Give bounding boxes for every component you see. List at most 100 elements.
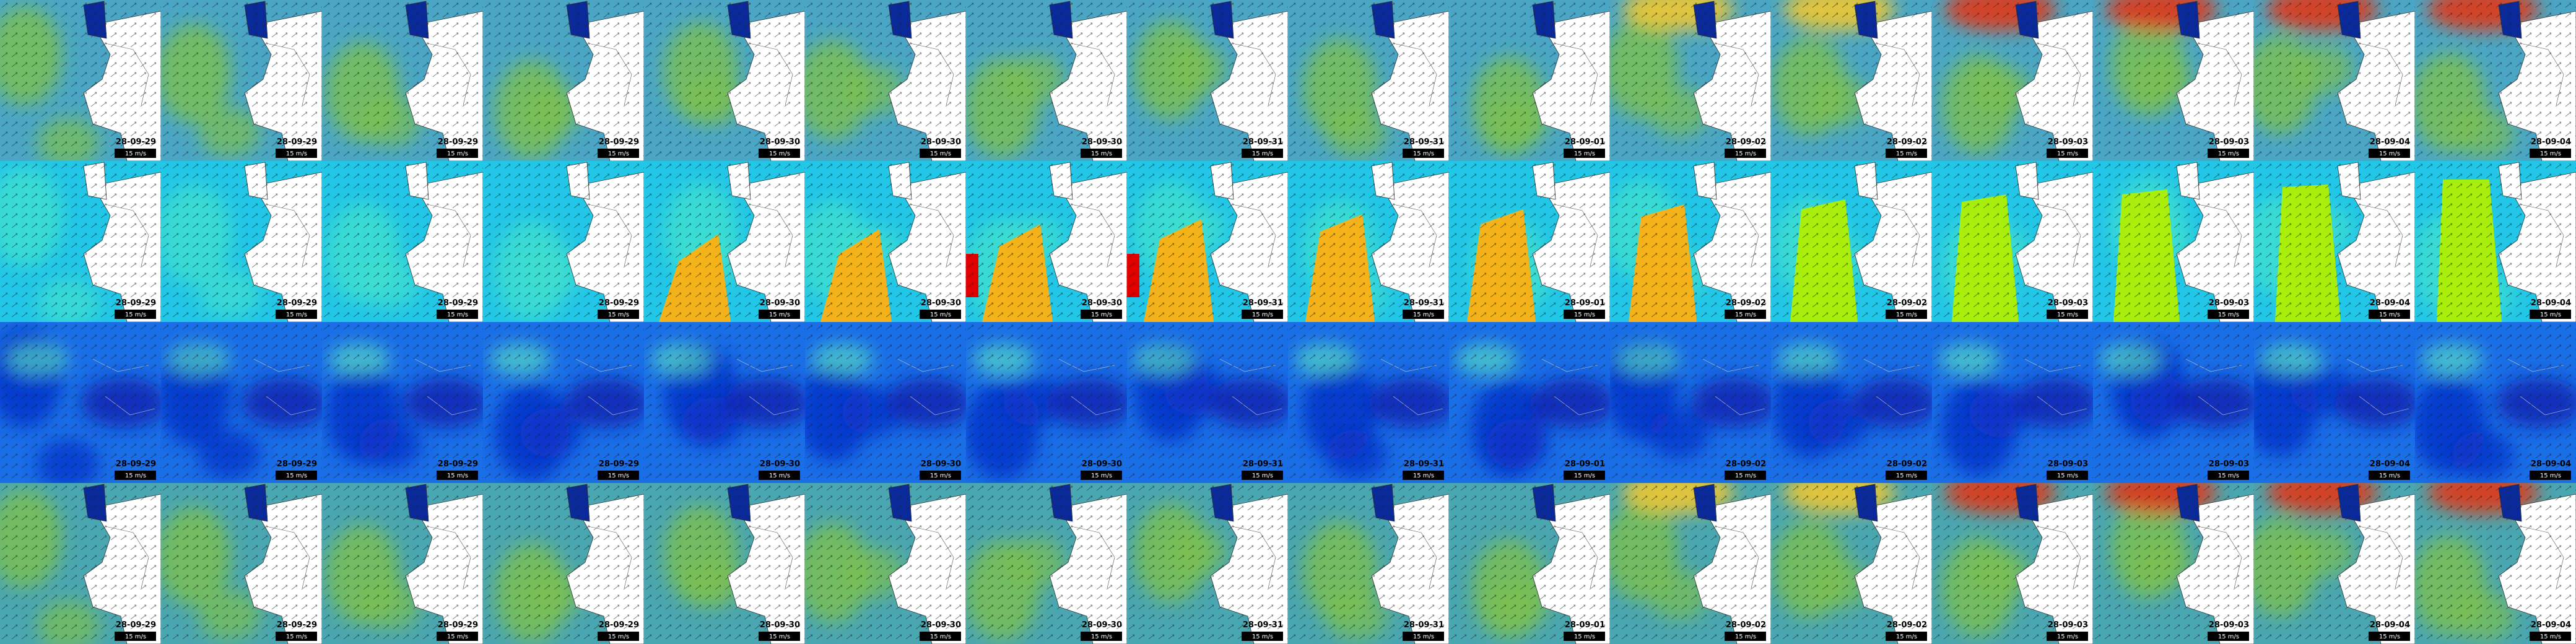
map-tile: 28-09-30 15 m/s xyxy=(644,322,805,483)
tile-content: 28-09-01 15 m/s xyxy=(1449,161,1610,322)
map-tile: 28-09-30 15 m/s xyxy=(966,483,1127,644)
wind-arrows xyxy=(1288,322,1449,483)
wind-arrows xyxy=(2415,483,2576,644)
map-tile: 28-09-29 15 m/s xyxy=(0,322,161,483)
scale-box xyxy=(598,149,639,158)
scale-box xyxy=(115,310,156,319)
map-tile: 28-09-04 15 m/s xyxy=(2415,0,2576,161)
wind-arrows xyxy=(483,161,644,322)
date-label: 28-09-29 xyxy=(599,620,639,630)
wind-arrows xyxy=(0,483,161,644)
map-tile: 28-09-02 15 m/s xyxy=(1610,322,1771,483)
map-tile: 28-09-01 15 m/s xyxy=(1449,161,1610,322)
tile-content: 28-09-29 15 m/s xyxy=(483,0,644,161)
date-label: 28-09-04 xyxy=(2370,459,2410,469)
tile-content: 28-09-30 15 m/s xyxy=(805,0,966,161)
scale-label: 15 m/s xyxy=(930,633,951,640)
wind-arrows xyxy=(1771,0,1932,161)
scale-box xyxy=(2208,632,2249,641)
tile-content: 28-09-30 15 m/s xyxy=(644,161,805,322)
wind-arrows xyxy=(161,161,322,322)
date-label: 28-09-01 xyxy=(1565,620,1605,630)
date-label: 28-09-04 xyxy=(2531,298,2571,308)
date-label: 28-09-30 xyxy=(1082,459,1122,469)
tile-content: 28-09-02 15 m/s xyxy=(1771,322,1932,483)
wind-arrows xyxy=(1932,0,2093,161)
map-tile: 28-09-29 15 m/s xyxy=(0,0,161,161)
scale-box xyxy=(437,149,478,158)
date-label: 28-09-02 xyxy=(1726,137,1766,147)
wind-arrows xyxy=(2254,161,2415,322)
scale-label: 15 m/s xyxy=(447,311,468,318)
wind-arrows xyxy=(0,322,161,483)
scale-box xyxy=(2047,632,2088,641)
map-tile: 28-09-29 15 m/s xyxy=(322,161,483,322)
tile-content: 28-09-01 15 m/s xyxy=(1449,483,1610,644)
wind-arrows xyxy=(2093,322,2254,483)
scale-label: 15 m/s xyxy=(608,150,629,157)
date-label: 28-09-30 xyxy=(1082,298,1122,308)
scale-label: 15 m/s xyxy=(2379,633,2400,640)
wind-arrows xyxy=(322,483,483,644)
wind-arrows xyxy=(966,483,1127,644)
scale-label: 15 m/s xyxy=(1735,311,1756,318)
scale-label: 15 m/s xyxy=(769,150,790,157)
date-label: 28-09-02 xyxy=(1726,298,1766,308)
wind-arrows xyxy=(966,161,1127,322)
scale-box xyxy=(2369,471,2410,480)
wind-arrows xyxy=(1288,483,1449,644)
scale-label: 15 m/s xyxy=(1413,472,1434,479)
scale-label: 15 m/s xyxy=(2379,150,2400,157)
wind-arrows xyxy=(644,483,805,644)
scale-label: 15 m/s xyxy=(1252,150,1273,157)
tile-content: 28-09-31 15 m/s xyxy=(1127,0,1288,161)
date-label: 28-09-30 xyxy=(1082,137,1122,147)
scale-label: 15 m/s xyxy=(286,633,307,640)
scale-box xyxy=(920,471,961,480)
tile-content: 28-09-02 15 m/s xyxy=(1610,161,1771,322)
scale-label: 15 m/s xyxy=(2540,472,2561,479)
scale-label: 15 m/s xyxy=(2057,633,2078,640)
scale-box xyxy=(1564,632,1605,641)
wind-arrows xyxy=(1127,161,1288,322)
map-tile: 28-09-29 15 m/s xyxy=(322,483,483,644)
scale-box xyxy=(598,310,639,319)
map-tile: 28-09-01 15 m/s xyxy=(1449,0,1610,161)
scale-label: 15 m/s xyxy=(1574,150,1595,157)
date-label: 28-09-29 xyxy=(277,298,317,308)
wind-arrows xyxy=(1610,161,1771,322)
scale-label: 15 m/s xyxy=(1091,150,1112,157)
scale-box xyxy=(1403,310,1444,319)
date-label: 28-09-04 xyxy=(2531,137,2571,147)
scale-box xyxy=(2208,310,2249,319)
wind-arrows xyxy=(966,322,1127,483)
date-label: 28-09-31 xyxy=(1243,459,1283,469)
scale-label: 15 m/s xyxy=(447,633,468,640)
date-label: 28-09-31 xyxy=(1404,137,1444,147)
tile-content: 28-09-04 15 m/s xyxy=(2254,0,2415,161)
wind-arrows xyxy=(1771,483,1932,644)
date-label: 28-09-29 xyxy=(116,620,156,630)
scale-label: 15 m/s xyxy=(1735,633,1756,640)
map-tile: 28-09-02 15 m/s xyxy=(1771,322,1932,483)
tile-content: 28-09-03 15 m/s xyxy=(1932,483,2093,644)
map-tile: 28-09-04 15 m/s xyxy=(2254,0,2415,161)
scale-label: 15 m/s xyxy=(286,311,307,318)
scale-label: 15 m/s xyxy=(2218,472,2239,479)
tile-content: 28-09-29 15 m/s xyxy=(322,0,483,161)
map-tile: 28-09-04 15 m/s xyxy=(2254,322,2415,483)
map-tile: 28-09-02 15 m/s xyxy=(1771,483,1932,644)
date-label: 28-09-29 xyxy=(438,137,478,147)
scale-box xyxy=(920,632,961,641)
wind-arrows xyxy=(1127,483,1288,644)
tile-content: 28-09-29 15 m/s xyxy=(0,322,161,483)
tile-content: 28-09-29 15 m/s xyxy=(483,483,644,644)
scale-box xyxy=(115,632,156,641)
date-label: 28-09-29 xyxy=(438,620,478,630)
date-label: 28-09-02 xyxy=(1887,137,1927,147)
scale-box xyxy=(1081,471,1122,480)
date-label: 28-09-31 xyxy=(1404,620,1444,630)
scale-label: 15 m/s xyxy=(125,633,146,640)
scale-box xyxy=(1886,149,1927,158)
